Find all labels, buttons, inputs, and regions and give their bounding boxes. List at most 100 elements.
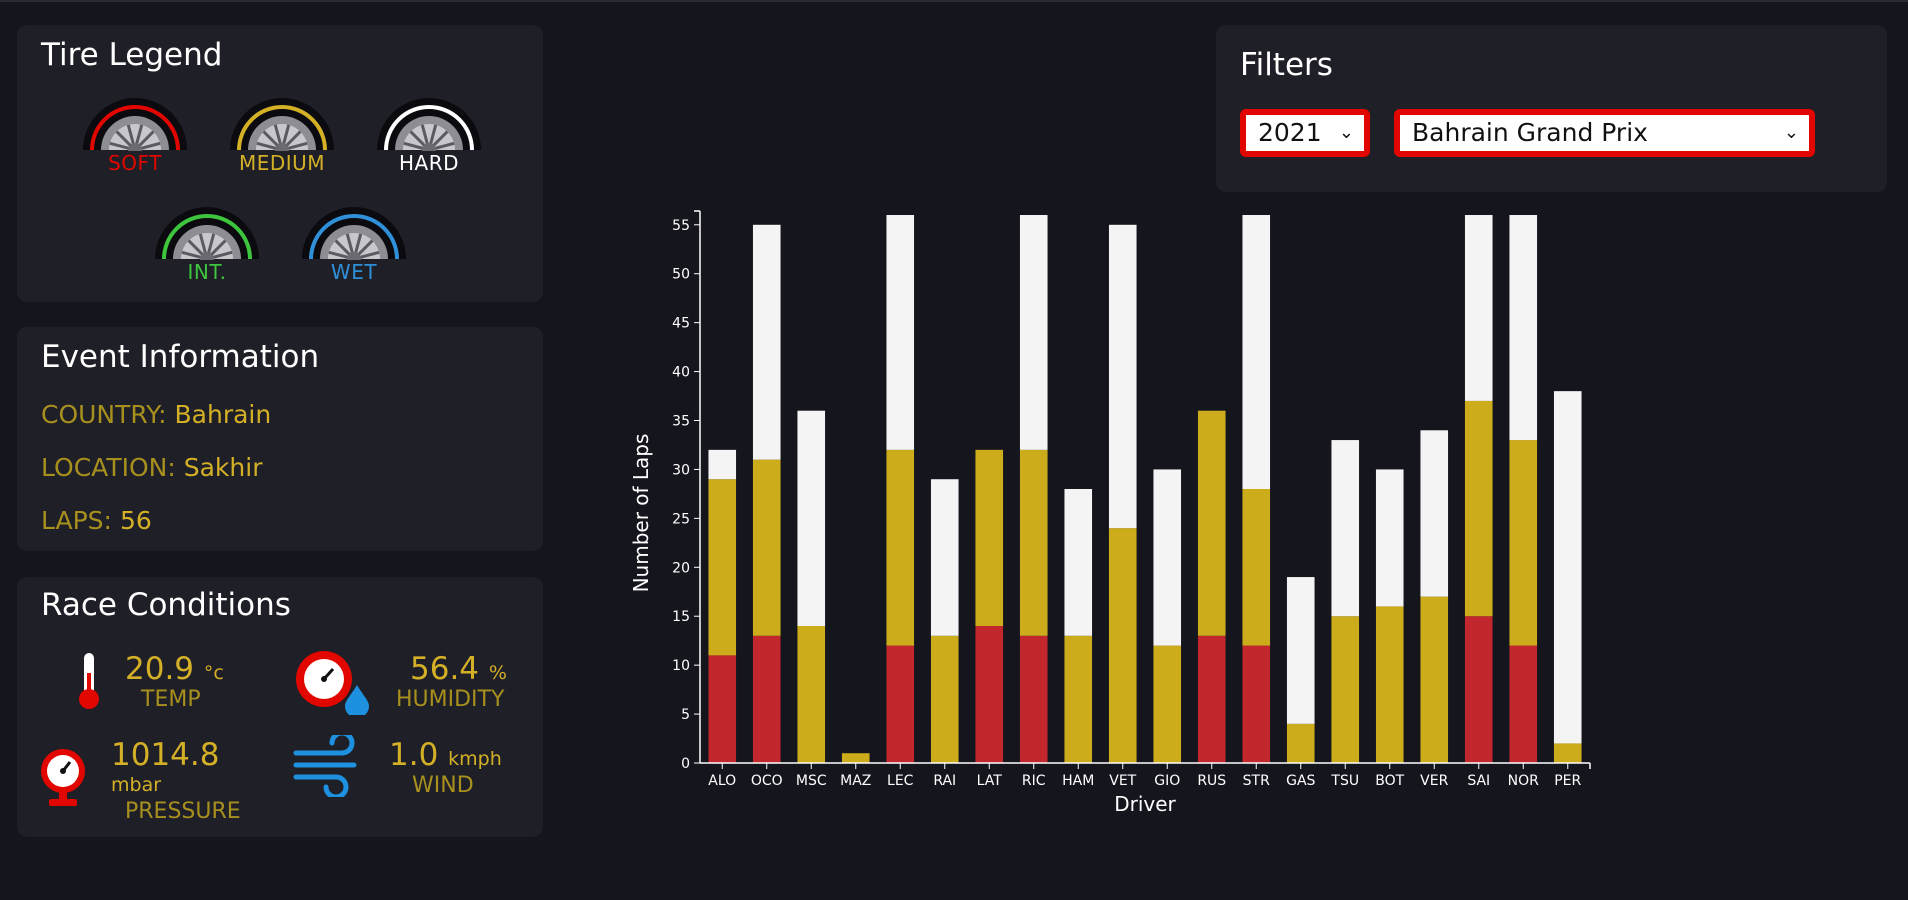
event-laps-row: LAPS: 56 — [41, 506, 152, 535]
bar-hard-vet[interactable] — [1108, 224, 1137, 529]
y-tick-label: 20 — [672, 560, 690, 576]
bar-medium-tsu[interactable] — [1331, 616, 1360, 763]
bar-hard-str[interactable] — [1242, 215, 1271, 489]
bar-hard-bot[interactable] — [1375, 469, 1404, 607]
bar-hard-tsu[interactable] — [1331, 440, 1360, 617]
bar-medium-rus[interactable] — [1197, 410, 1226, 636]
x-tick-label: MSC — [796, 773, 827, 789]
bar-soft-oco[interactable] — [752, 635, 781, 763]
bar-medium-nor[interactable] — [1509, 440, 1538, 646]
bar-medium-vet[interactable] — [1108, 528, 1137, 763]
country-value: Bahrain — [174, 400, 272, 429]
bar-medium-ric[interactable] — [1019, 449, 1048, 636]
tire-intermediate-icon — [155, 207, 259, 260]
bar-hard-ric[interactable] — [1019, 215, 1048, 450]
tire-wet-icon — [302, 207, 406, 260]
laps-value: 56 — [119, 506, 152, 535]
temp-unit: °c — [203, 662, 224, 684]
bar-hard-alo[interactable] — [708, 449, 737, 480]
bar-hard-sai[interactable] — [1464, 215, 1493, 401]
country-key: COUNTRY: — [41, 400, 167, 429]
bar-soft-str[interactable] — [1242, 645, 1271, 763]
x-tick-label: OCO — [751, 773, 783, 789]
x-tick-label: BOT — [1375, 773, 1404, 789]
x-tick-label: STR — [1243, 773, 1270, 789]
bar-hard-oco[interactable] — [752, 224, 781, 460]
humidity-value: 56.4 — [410, 651, 480, 687]
y-tick-label: 35 — [672, 414, 690, 430]
y-axis: 0 5 10 15 20 25 30 35 40 45 50 55 — [672, 210, 701, 772]
bar-medium-per[interactable] — [1553, 743, 1582, 763]
bar-hard-gas[interactable] — [1286, 577, 1315, 724]
year-select[interactable]: 2021 ⌄ — [1240, 109, 1370, 157]
bar-medium-gio[interactable] — [1153, 645, 1182, 763]
y-tick-label: 45 — [672, 316, 690, 332]
pressure-label: PRESSURE — [125, 799, 241, 824]
tire-legend-title: Tire Legend — [41, 37, 223, 73]
bar-medium-sai[interactable] — [1464, 400, 1493, 617]
bar-hard-ver[interactable] — [1420, 430, 1449, 597]
bar-medium-alo[interactable] — [708, 479, 737, 656]
bar-soft-alo[interactable] — [708, 655, 737, 763]
chevron-down-icon: ⌄ — [1783, 122, 1799, 143]
bar-medium-bot[interactable] — [1375, 606, 1404, 763]
pressure-gauge-icon — [41, 749, 85, 806]
bar-soft-lec[interactable] — [886, 645, 915, 763]
bar-hard-msc[interactable] — [797, 410, 826, 626]
race-conditions-title: Race Conditions — [41, 587, 291, 623]
bar-medium-lec[interactable] — [886, 449, 915, 646]
bar-soft-nor[interactable] — [1509, 645, 1538, 763]
bar-hard-ham[interactable] — [1064, 489, 1093, 636]
bar-hard-rai[interactable] — [930, 479, 959, 636]
bar-hard-lec[interactable] — [886, 215, 915, 450]
x-tick-label: LAT — [977, 773, 1003, 789]
bar-hard-nor[interactable] — [1509, 215, 1538, 441]
bar-hard-gio[interactable] — [1153, 469, 1182, 646]
tire-hard-icon — [377, 98, 481, 151]
tire-legend-label: HARD — [398, 151, 460, 175]
bar-hard-per[interactable] — [1553, 391, 1582, 744]
wind-value-row: 1.0 kmph — [389, 737, 502, 773]
pressure-value: 1014.8 — [111, 737, 220, 773]
bar-medium-ver[interactable] — [1420, 596, 1449, 763]
tire-strategy-chart: 0 5 10 15 20 25 30 35 40 45 50 55 ALO OCO MSC MAZ LEC RA… — [629, 210, 1591, 816]
filters-title: Filters — [1240, 47, 1333, 83]
x-tick-label: LEC — [887, 773, 914, 789]
bar-medium-gas[interactable] — [1286, 723, 1315, 763]
y-axis-label: Number of Laps — [629, 434, 653, 593]
temp-value: 20.9 — [125, 651, 195, 687]
x-tick-label: GIO — [1154, 773, 1180, 789]
x-tick-label: ALO — [708, 773, 736, 789]
bar-medium-maz[interactable] — [841, 753, 870, 763]
bar-medium-rai[interactable] — [930, 635, 959, 763]
bar-medium-str[interactable] — [1242, 489, 1271, 646]
bar-soft-lat[interactable] — [975, 626, 1004, 763]
bar-soft-sai[interactable] — [1464, 616, 1493, 763]
temp-label: TEMP — [141, 687, 201, 712]
humidity-unit: % — [488, 662, 507, 684]
tire-soft-icon — [83, 98, 187, 151]
tire-legend-item: MEDIUM — [227, 97, 337, 175]
x-tick-label: NOR — [1508, 773, 1539, 789]
thermometer-icon — [79, 653, 99, 709]
bar-soft-ric[interactable] — [1019, 635, 1048, 763]
tire-legend-label: INT. — [187, 260, 227, 284]
x-tick-label: SAI — [1467, 773, 1490, 789]
top-border — [0, 0, 1908, 2]
bar-medium-oco[interactable] — [752, 459, 781, 636]
x-tick-label: RIC — [1022, 773, 1046, 789]
race-select[interactable]: Bahrain Grand Prix ⌄ — [1394, 109, 1815, 157]
humidity-gauge-icon — [296, 651, 369, 715]
bar-medium-msc[interactable] — [797, 626, 826, 763]
humidity-value-row: 56.4 % — [410, 651, 507, 687]
bar-medium-lat[interactable] — [975, 449, 1004, 626]
bar-medium-ham[interactable] — [1064, 635, 1093, 763]
event-information-panel: Event Information COUNTRY: Bahrain LOCAT… — [17, 327, 543, 551]
bar-soft-rus[interactable] — [1197, 635, 1226, 763]
tire-legend-label: SOFT — [108, 151, 162, 175]
tire-legend-label: WET — [330, 260, 378, 284]
tire-medium-icon — [230, 98, 334, 151]
wind-unit: kmph — [448, 748, 502, 770]
event-country-row: COUNTRY: Bahrain — [41, 400, 271, 429]
x-tick-label: VER — [1420, 773, 1448, 789]
